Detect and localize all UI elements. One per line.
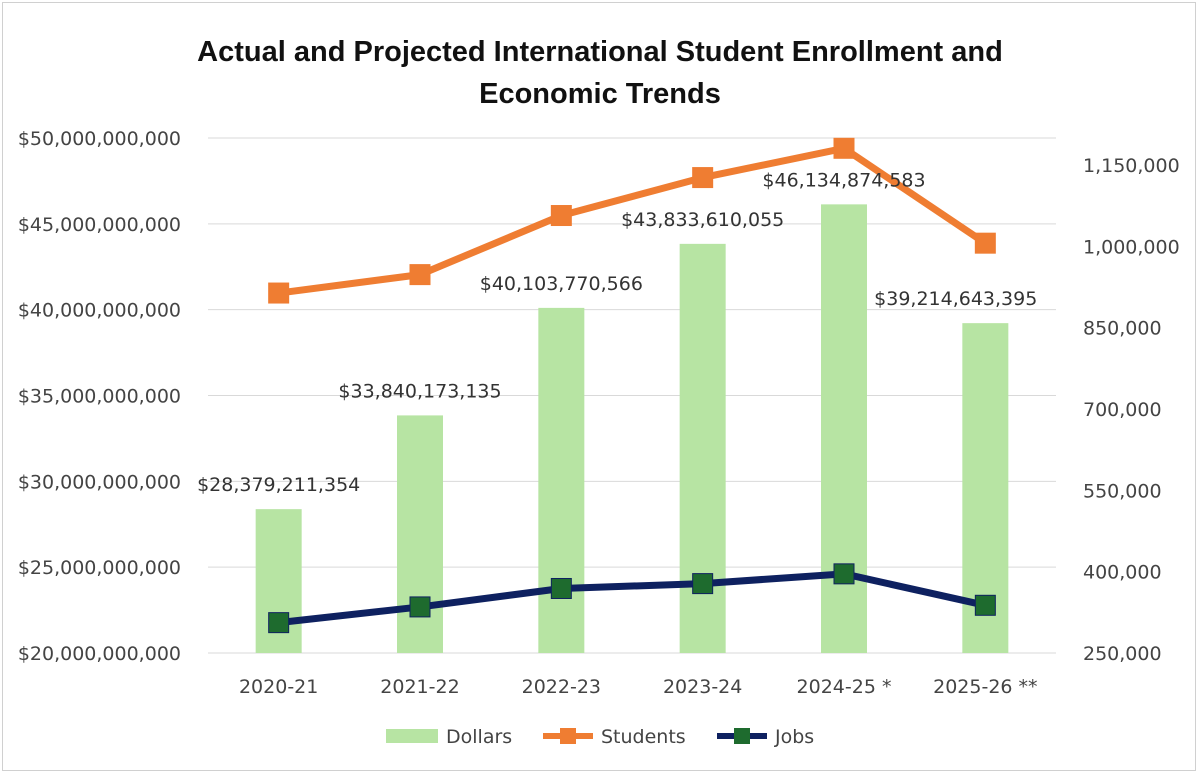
point-students [692,167,714,189]
point-students [409,264,431,286]
point-jobs [268,612,290,634]
y-right-tick-label: 850,000 [1083,318,1162,340]
chart-title-line-2: Economic Trends [479,78,721,110]
point-students [974,232,996,254]
gridlines [208,137,1056,654]
axes: $20,000,000,000 $25,000,000,000 $30,000,00… [18,128,1180,698]
series-line-jobs [278,570,987,627]
legend-swatch-dollars [386,729,438,743]
data-label: $39,214,643,395 [874,288,1037,310]
point-jobs [409,596,431,618]
line-series [268,137,996,634]
y-left-tick-label: $45,000,000,000 [18,214,181,236]
point-jobs [833,563,855,585]
y-left-tick-label: $40,000,000,000 [18,300,181,322]
series-line-students [278,144,988,297]
y-right-tick-label: 550,000 [1083,480,1162,502]
point-jobs [692,573,714,595]
point-students [833,137,855,159]
y-left-tick-label: $30,000,000,000 [18,471,181,493]
y-left-tick-label: $25,000,000,000 [18,557,181,579]
x-tick-label: 2024-25 * [797,676,892,698]
bar [538,307,585,653]
point-students [550,205,572,227]
y-left-tick-label: $20,000,000,000 [18,643,181,665]
y-right-tick-label: 1,150,000 [1083,155,1180,177]
y-right-tick-label: 250,000 [1083,643,1162,665]
x-tick-label: 2023-24 [663,676,742,698]
legend-label-students: Students [601,726,686,748]
data-label: $28,379,211,354 [197,474,360,496]
legend: Dollars Students Jobs [386,726,814,748]
x-tick-label: 2022-23 [522,676,601,698]
y-right-tick-label: 400,000 [1083,562,1162,584]
legend-label-jobs: Jobs [774,726,814,748]
point-jobs [974,594,996,616]
chart-title-line-1: Actual and Projected International Stude… [197,36,1003,68]
legend-marker-jobs [734,728,750,744]
x-tick-label: 2020-21 [239,676,318,698]
data-label: $43,833,610,055 [621,209,784,231]
data-label: $40,103,770,566 [480,273,643,295]
x-tick-label: 2025-26 ** [933,676,1037,698]
y-right-tick-label: 700,000 [1083,399,1162,421]
bar [821,204,867,653]
y-left-tick-label: $50,000,000,000 [18,128,181,150]
data-label: $46,134,874,583 [762,169,925,191]
point-jobs [550,577,572,599]
legend-marker-students [560,728,576,744]
x-tick-label: 2021-22 [380,676,459,698]
point-students [268,282,290,304]
chart-title: Actual and Projected International Stude… [3,31,1197,115]
y-right-tick-label: 1,000,000 [1083,236,1180,258]
data-labels: $28,379,211,354 $33,840,173,135 $40,103,77… [197,169,1037,496]
chart-svg: $28,379,211,354 $33,840,173,135 $40,103,77… [18,128,1180,748]
y-left-tick-label: $35,000,000,000 [18,386,181,408]
legend-label-dollars: Dollars [446,726,512,748]
data-label: $33,840,173,135 [338,380,501,402]
